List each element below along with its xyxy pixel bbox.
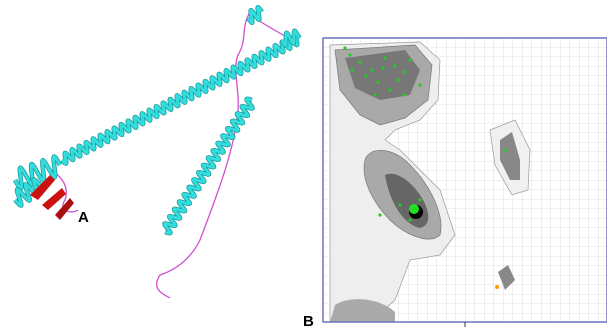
residue-point (495, 285, 499, 289)
residue-point (403, 70, 406, 73)
residue-point (350, 68, 353, 71)
residue-point (378, 213, 381, 216)
helix (248, 7, 262, 23)
residue-point (348, 53, 351, 56)
residue-point (381, 66, 384, 69)
helix (62, 34, 300, 163)
residue-point (358, 60, 361, 63)
residue-point (388, 88, 391, 91)
residue-cluster (409, 204, 419, 214)
residue-point (398, 203, 401, 206)
residue-point (376, 80, 379, 83)
residue-point (370, 68, 373, 71)
ramachandran-plot: B (303, 38, 607, 330)
protein-structure: A (15, 7, 300, 298)
residue-point (396, 78, 399, 81)
panel-label: B (303, 313, 314, 330)
residue-point (418, 198, 421, 201)
residue-point (503, 148, 506, 151)
residue-point (373, 93, 376, 96)
residue-point (364, 74, 367, 77)
residue-point (343, 46, 346, 49)
residue-point (408, 218, 411, 221)
residue-point (402, 93, 405, 96)
figure: A B (0, 0, 607, 330)
loop (157, 12, 250, 298)
residue-point (408, 58, 411, 61)
residue-point (393, 64, 396, 67)
residue-point (418, 83, 421, 86)
residue-point (383, 56, 386, 59)
helix (165, 99, 253, 233)
panel-label: A (78, 209, 89, 226)
